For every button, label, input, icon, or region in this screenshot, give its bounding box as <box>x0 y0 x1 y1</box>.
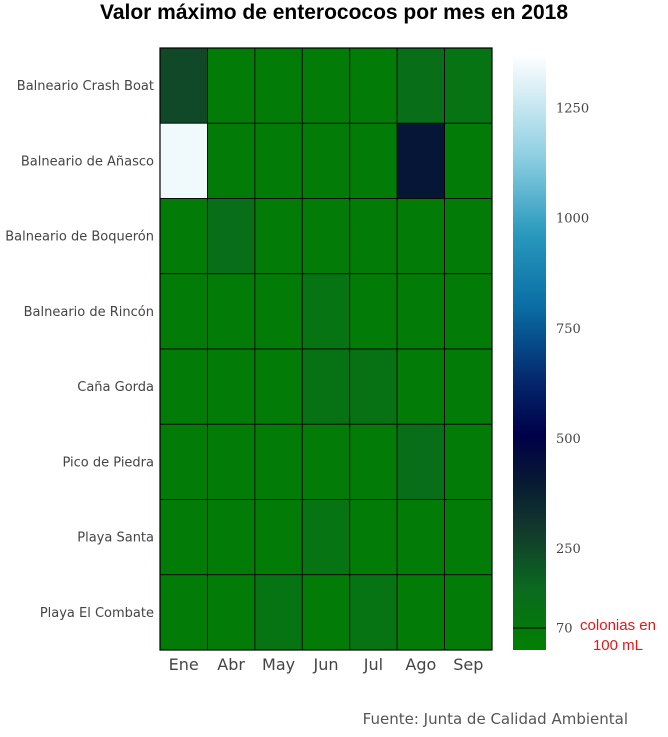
heatmap-cell <box>159 122 208 199</box>
heatmap-cell <box>254 47 303 124</box>
heatmap-cell <box>444 273 493 350</box>
heatmap-cell <box>207 273 256 350</box>
heatmap-cell <box>301 348 351 425</box>
heatmap-cell <box>254 348 303 425</box>
colorbar-tick-label: 1000 <box>556 212 589 227</box>
heatmap-cell <box>301 574 351 651</box>
heatmap-cell <box>207 47 256 124</box>
row-label: Balneario de Añasco <box>21 154 154 169</box>
heatmap-cell <box>349 499 398 576</box>
heatmap-cells <box>159 47 493 651</box>
colorbar-tick-label: 1250 <box>556 101 589 116</box>
heatmap-cell <box>444 499 493 576</box>
heatmap-cell <box>444 122 493 199</box>
column-labels: Ene Abr May Jun Jul Ago Sep <box>169 655 484 674</box>
colorbar: 70 250 500 750 1000 1250 colonias en 100 mL <box>513 55 656 654</box>
source-note: Fuente: Junta de Calidad Ambiental <box>363 710 628 728</box>
heatmap-cell <box>444 198 493 275</box>
column-label: Jun <box>313 655 339 674</box>
heatmap-cell <box>349 273 398 350</box>
heatmap-cell <box>207 574 256 651</box>
heatmap-cell <box>159 348 208 425</box>
heatmap-cell <box>254 273 303 350</box>
heatmap-cell <box>301 499 351 576</box>
row-label: Playa Santa <box>77 531 154 546</box>
heatmap-cell <box>207 423 256 500</box>
column-label: Ago <box>405 655 436 674</box>
heatmap-cell <box>396 198 445 275</box>
heatmap-cell <box>396 348 445 425</box>
column-label: Abr <box>217 655 245 674</box>
heatmap-cell <box>207 122 256 199</box>
heatmap-cell <box>349 122 398 199</box>
heatmap-cell <box>254 423 303 500</box>
heatmap-cell <box>349 47 398 124</box>
heatmap-cell <box>207 198 256 275</box>
heatmap-cell <box>159 499 208 576</box>
row-labels: Balneario Crash Boat Balneario de Añasco B… <box>5 79 154 621</box>
heatmap-cell <box>396 47 445 124</box>
colorbar-tick-label: 70 <box>556 621 573 636</box>
heatmap-cell <box>444 423 493 500</box>
heatmap-cell <box>254 122 303 199</box>
heatmap-cell <box>159 198 208 275</box>
heatmap-cell <box>207 348 256 425</box>
heatmap-cell <box>396 574 445 651</box>
heatmap-cell <box>444 47 493 124</box>
column-label: Jul <box>363 655 383 674</box>
row-label: Balneario de Rincón <box>24 305 154 320</box>
heatmap-cell <box>396 499 445 576</box>
column-label: Ene <box>169 655 199 674</box>
row-label: Caña Gorda <box>77 380 154 395</box>
colorbar-scale <box>513 55 546 650</box>
heatmap-cell <box>396 273 445 350</box>
colorbar-tick-label: 250 <box>556 542 581 557</box>
heatmap-cell <box>159 47 208 124</box>
column-label: May <box>262 655 295 674</box>
heatmap-cell <box>349 348 398 425</box>
heatmap-cell <box>207 499 256 576</box>
colorbar-tick-label: 750 <box>556 322 581 337</box>
heatmap-cell <box>396 423 445 500</box>
plot-border <box>159 47 493 651</box>
row-label: Balneario Crash Boat <box>17 79 154 94</box>
row-label: Pico de Piedra <box>62 455 154 470</box>
heatmap-cell <box>349 574 398 651</box>
heatmap-cell <box>444 348 493 425</box>
chart-title: Valor máximo de enterococos por mes en 2… <box>100 1 568 24</box>
heatmap-cell <box>301 423 351 500</box>
heatmap-cell <box>159 273 208 350</box>
heatmap-cell <box>444 574 493 651</box>
threshold-unit-label: colonias en 100 mL <box>580 617 656 654</box>
heatmap-cell <box>301 198 351 275</box>
heatmap-cell <box>301 273 351 350</box>
column-label: Sep <box>453 655 483 674</box>
heatmap-cell <box>349 198 398 275</box>
colorbar-tick-label: 500 <box>556 432 581 447</box>
heatmap-cell <box>159 574 208 651</box>
heatmap-cell <box>349 423 398 500</box>
row-label: Balneario de Boquerón <box>5 230 154 245</box>
heatmap-cell <box>254 574 303 651</box>
heatmap-cell <box>254 198 303 275</box>
row-label: Playa El Combate <box>40 606 154 621</box>
heatmap-cell <box>301 122 351 199</box>
heatmap-cell <box>159 423 208 500</box>
heatmap-cell <box>396 122 445 199</box>
heatmap-cell <box>254 499 303 576</box>
heatmap-cell <box>301 47 351 124</box>
